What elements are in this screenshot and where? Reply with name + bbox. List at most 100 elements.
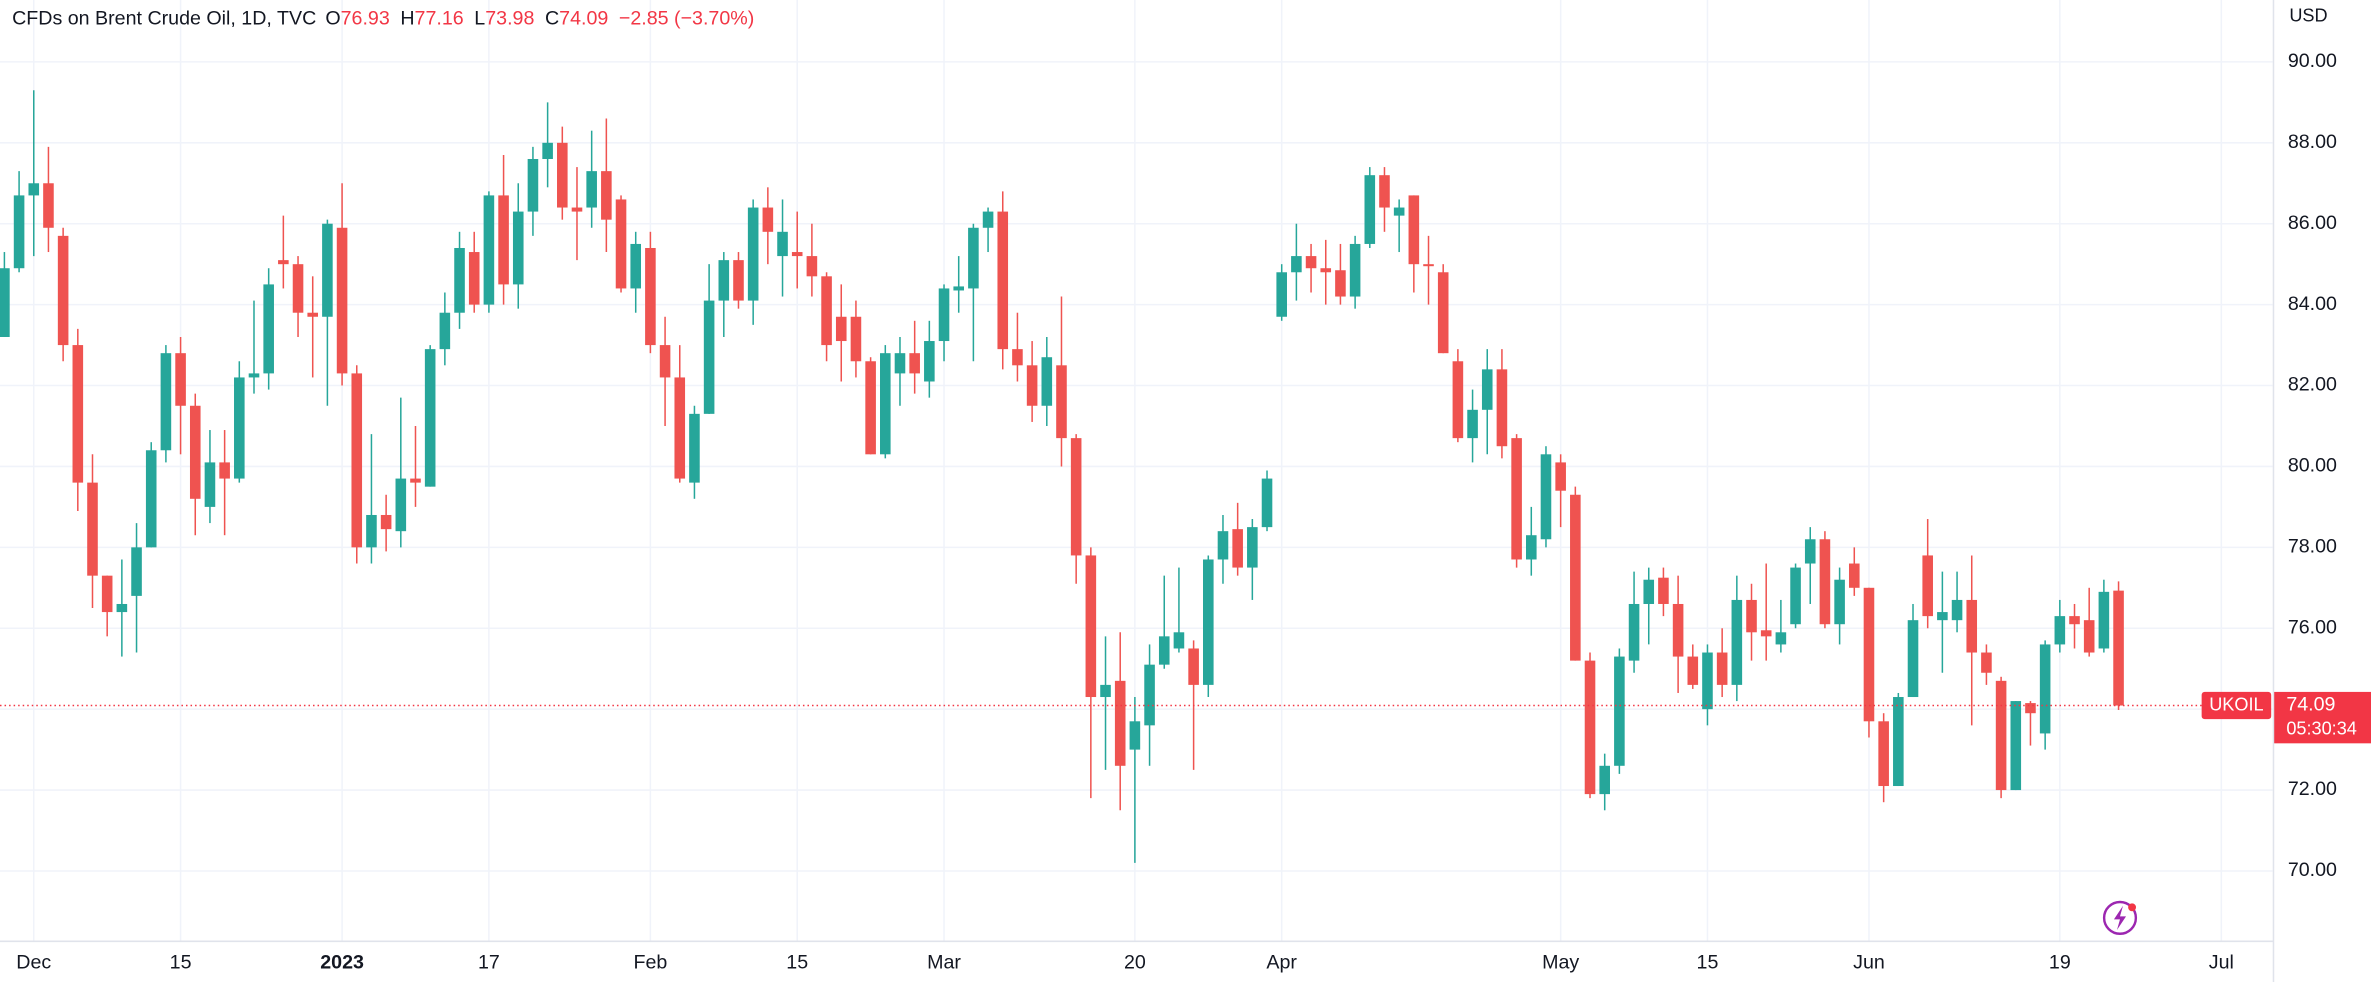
- legend-title: CFDs on Brent Crude Oil, 1D, TVC: [12, 8, 316, 30]
- candle-body: [909, 353, 920, 374]
- candle-body: [1188, 648, 1199, 685]
- candle-body: [703, 300, 715, 414]
- y-tick-label: 90.00: [2288, 50, 2337, 72]
- candle-body: [1687, 656, 1699, 685]
- candle-body: [366, 514, 377, 548]
- y-tick-label: 76.00: [2288, 616, 2337, 638]
- x-tick-label: 15: [1697, 951, 1719, 973]
- candle-body: [1716, 652, 1728, 685]
- candle-body: [2113, 590, 2124, 706]
- candle-body: [1026, 365, 1038, 406]
- candle-body: [116, 603, 128, 613]
- candle-body: [410, 478, 421, 483]
- candle-body: [718, 260, 730, 301]
- candle-body: [571, 207, 583, 212]
- y-tick-label: 84.00: [2288, 293, 2337, 315]
- candle-body: [1599, 765, 1610, 795]
- candle-body: [1819, 539, 1831, 625]
- candle-body: [1364, 175, 1376, 244]
- candle-body: [175, 353, 186, 406]
- candle-body: [145, 450, 157, 548]
- candle-body: [645, 247, 656, 346]
- y-tick-label: 72.00: [2288, 778, 2337, 800]
- legend-ohlc-label: L: [474, 8, 485, 30]
- x-tick-label: Feb: [633, 951, 667, 973]
- y-tick-label: 70.00: [2288, 859, 2337, 881]
- legend-ohlc-label: C: [545, 8, 559, 30]
- candle-body: [1834, 579, 1845, 625]
- x-tick-label: May: [1542, 951, 1579, 973]
- candle-body: [1481, 369, 1493, 410]
- legend-ohlc-value: 73.98: [485, 8, 534, 30]
- candle-body: [1041, 357, 1053, 406]
- candle-body: [586, 171, 597, 208]
- candle-body: [160, 353, 172, 451]
- candle-body: [1173, 632, 1185, 649]
- candle-body: [601, 171, 612, 220]
- candle-body: [1878, 721, 1889, 787]
- candle-body: [292, 264, 304, 313]
- candle-body: [2069, 616, 2080, 625]
- candle-body: [894, 353, 906, 374]
- legend-ohlc-value: 74.09: [559, 8, 608, 30]
- candle-body: [791, 252, 803, 257]
- y-tick-label: 82.00: [2288, 374, 2337, 396]
- overlay: 70.0072.0074.0076.0078.0080.0082.0084.00…: [0, 8, 2371, 973]
- candle-body: [1496, 369, 1508, 447]
- x-tick-label: Jul: [2209, 951, 2234, 973]
- y-tick-label: 88.00: [2288, 131, 2337, 153]
- candle-body: [1144, 664, 1155, 726]
- candle-body: [557, 142, 568, 208]
- x-tick-label: Mar: [927, 951, 961, 973]
- candle-body: [101, 575, 113, 613]
- candles: [0, 90, 2124, 863]
- candle-body: [2039, 644, 2051, 734]
- candle-body: [57, 235, 69, 346]
- candle-body: [1893, 697, 1904, 787]
- candle-body: [689, 413, 700, 483]
- candle-body: [0, 268, 10, 337]
- candle-body: [1746, 599, 1757, 633]
- candle-body: [762, 207, 774, 232]
- candle-body: [336, 227, 348, 374]
- candle-body: [865, 361, 876, 455]
- candle-body: [777, 231, 788, 257]
- candle-body: [1584, 660, 1596, 795]
- candle-body: [1995, 680, 2007, 791]
- candle-body: [498, 195, 509, 285]
- candle-body: [1232, 529, 1243, 568]
- candle-body: [72, 345, 84, 483]
- candle-body: [483, 195, 495, 305]
- x-tick-label: 20: [1124, 951, 1146, 973]
- x-tick-label: 15: [170, 951, 192, 973]
- candle-body: [1658, 577, 1669, 604]
- candle-body: [189, 405, 201, 499]
- candle-body: [1951, 599, 1963, 621]
- candle-body: [1261, 478, 1273, 528]
- candle-body: [615, 199, 627, 289]
- icon-bolt: [2113, 905, 2127, 930]
- candle-body: [2010, 701, 2022, 791]
- icon-circle: [2102, 900, 2138, 935]
- candle-body: [1525, 535, 1537, 560]
- candle-body: [380, 514, 392, 530]
- candle-body: [468, 252, 480, 305]
- candle-body: [1511, 438, 1522, 560]
- candle-body: [307, 312, 319, 317]
- candle-body: [1628, 603, 1640, 661]
- legend-ohlc-label: H: [400, 8, 414, 30]
- candle-body: [1966, 599, 1978, 653]
- x-tick-label: Apr: [1266, 951, 1297, 973]
- candle-body: [1335, 270, 1346, 297]
- x-tick-label: 15: [786, 951, 808, 973]
- snapshot-icon[interactable]: [2102, 900, 2138, 935]
- candle-body: [278, 260, 289, 265]
- candle-body: [1129, 721, 1141, 750]
- candle-body: [131, 547, 142, 596]
- candle-body: [1379, 175, 1390, 208]
- x-tick-label: 19: [2049, 951, 2071, 973]
- price-tag: [2273, 691, 2371, 744]
- candle-body: [997, 211, 1009, 350]
- legend-ohlc-label: O: [325, 8, 340, 30]
